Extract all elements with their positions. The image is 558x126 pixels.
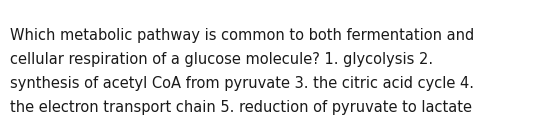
Text: cellular respiration of a glucose molecule? 1. glycolysis 2.: cellular respiration of a glucose molecu… (10, 52, 433, 67)
Text: Which metabolic pathway is common to both fermentation and: Which metabolic pathway is common to bot… (10, 28, 474, 43)
Text: synthesis of acetyl CoA from pyruvate 3. the citric acid cycle 4.: synthesis of acetyl CoA from pyruvate 3.… (10, 76, 474, 91)
Text: the electron transport chain 5. reduction of pyruvate to lactate: the electron transport chain 5. reductio… (10, 100, 472, 115)
